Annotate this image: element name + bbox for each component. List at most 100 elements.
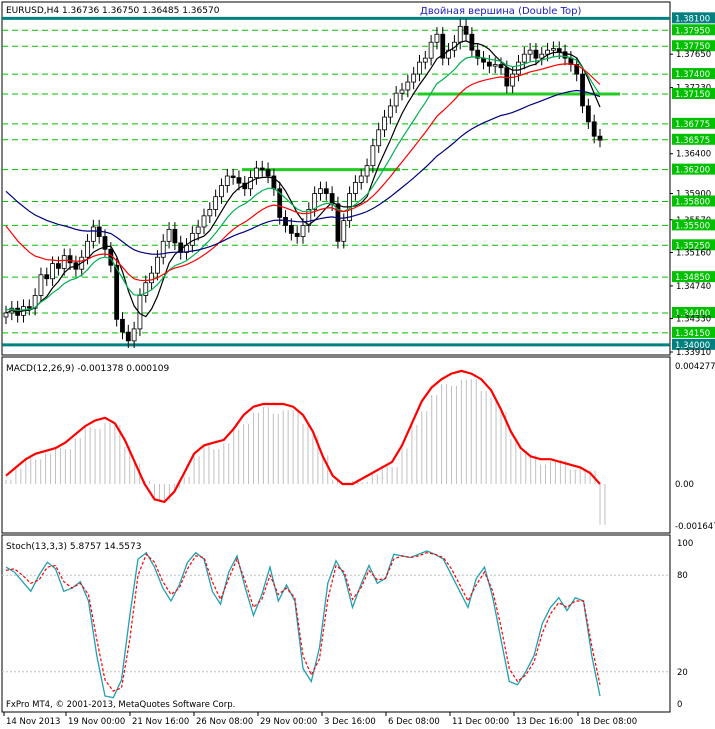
- price-axis-label: 1.34740: [676, 282, 711, 292]
- macd-axis-label: 0.004277: [675, 362, 715, 372]
- candle-body: [224, 175, 230, 186]
- candle-body: [300, 224, 306, 237]
- candle-body: [201, 215, 207, 228]
- price-axis-label: 1.36775: [675, 120, 710, 130]
- price-label-bg: [672, 271, 715, 283]
- candle-body: [125, 331, 131, 342]
- stoch-title: Stoch(13,3,3) 5.8757 14.5573: [6, 542, 141, 552]
- ma-green-line: [5, 55, 601, 312]
- candle-body: [440, 33, 446, 59]
- candle-body: [149, 272, 154, 284]
- time-axis-label: 11 Dec 00:00: [452, 717, 509, 727]
- candle-body: [417, 61, 422, 75]
- candle-body: [428, 41, 434, 59]
- candle-body: [143, 282, 149, 296]
- candle-body: [422, 57, 428, 63]
- time-axis-label: 13 Dec 16:00: [516, 717, 573, 727]
- candle-body: [114, 264, 120, 320]
- candle-body: [195, 226, 201, 234]
- candle-body: [283, 217, 288, 226]
- stoch-panel-frame: [1, 534, 671, 713]
- candle-body: [102, 236, 108, 250]
- macd-axis-label: -0.001647: [675, 522, 715, 532]
- price-axis-label: 1.37650: [676, 50, 711, 60]
- candle-body: [434, 33, 440, 43]
- price-label-bg: [672, 12, 715, 24]
- price-axis-label: 1.35900: [676, 190, 711, 200]
- candle-body: [277, 188, 283, 218]
- price-label-bg: [672, 87, 715, 99]
- price-axis-label: 1.37750: [675, 42, 710, 52]
- price-axis-label: 1.36400: [676, 150, 711, 160]
- candles: [3, 19, 603, 349]
- candle-body: [486, 61, 492, 67]
- price-label-bg: [672, 338, 715, 350]
- candle-body: [457, 25, 463, 43]
- candle-body: [56, 263, 61, 269]
- candle-body: [393, 92, 399, 107]
- candle-body: [306, 209, 312, 226]
- price-axis-label: 1.34150: [675, 329, 710, 339]
- candle-body: [44, 274, 50, 280]
- price-label-bg: [672, 219, 715, 231]
- price-axis-label: 1.34000: [675, 341, 710, 351]
- price-axis-label: 1.35800: [675, 197, 710, 207]
- stoch-axis-label: 0: [677, 700, 682, 710]
- candle-body: [38, 274, 44, 296]
- candle-body: [492, 64, 498, 67]
- candle-body: [597, 135, 603, 141]
- time-axis-label: 18 Dec 08:00: [580, 717, 637, 727]
- stoch-d-line: [5, 552, 601, 692]
- candle-body: [382, 116, 387, 131]
- stoch-k-line: [5, 550, 601, 699]
- price-label-bg: [672, 40, 715, 52]
- time-axis-label: 6 Dec 08:00: [388, 717, 440, 727]
- price-axis-label: 1.33910: [676, 348, 711, 358]
- candle-body: [358, 175, 364, 183]
- time-axis-label: 26 Nov 08:00: [196, 717, 253, 727]
- price-panel-frame: [1, 1, 671, 356]
- time-axis-label: 14 Nov 2013: [6, 717, 60, 727]
- candle-body: [533, 49, 539, 59]
- candle-body: [591, 121, 597, 137]
- price-label-bg: [672, 117, 715, 129]
- macd-histogram: [5, 379, 606, 525]
- candle-body: [213, 196, 219, 210]
- price-label-bg: [672, 133, 715, 145]
- candle-body: [3, 312, 9, 318]
- candle-body: [160, 240, 166, 258]
- price-axis-label: 1.34850: [675, 273, 710, 283]
- candle-body: [172, 228, 178, 244]
- candle-body: [399, 89, 405, 94]
- candle-body: [50, 263, 55, 280]
- price-axis-label: 1.36200: [675, 166, 710, 176]
- candle-body: [312, 193, 318, 210]
- candle-body: [504, 67, 510, 87]
- time-axis-label: 19 Nov 00:00: [68, 717, 125, 727]
- candle-body: [294, 232, 300, 237]
- candle-body: [85, 240, 90, 258]
- ma-red-line: [5, 63, 601, 282]
- candle-body: [364, 165, 370, 177]
- candle-body: [516, 61, 521, 75]
- price-axis-label: 1.34400: [675, 309, 710, 319]
- price-axis-label: 1.34330: [676, 315, 711, 325]
- price-axis-label: 1.36575: [675, 136, 710, 146]
- price-label-bg: [672, 306, 715, 318]
- candle-body: [551, 48, 556, 51]
- candle-body: [527, 49, 533, 55]
- candle-body: [353, 181, 358, 194]
- stoch-axis-label: 20: [677, 668, 688, 678]
- price-label-bg: [672, 68, 715, 80]
- candle-body: [236, 177, 242, 184]
- time-axis-label: 21 Nov 16:00: [132, 717, 189, 727]
- macd-panel-frame: [1, 356, 671, 534]
- candle-body: [387, 105, 393, 118]
- candle-body: [26, 306, 32, 309]
- candle-body: [131, 328, 137, 342]
- candle-body: [323, 188, 329, 194]
- price-label-bg: [672, 163, 715, 175]
- time-axis-label: 3 Dec 16:00: [324, 717, 376, 727]
- stoch-axis-label: 100: [677, 539, 693, 549]
